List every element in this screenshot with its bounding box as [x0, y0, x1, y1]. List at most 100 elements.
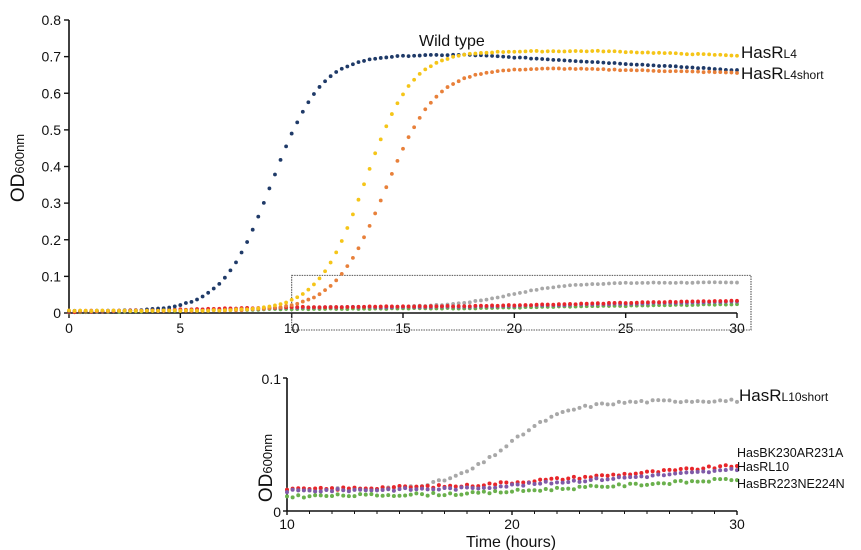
main-point-hasrl4short [729, 70, 734, 75]
inset-data-points [285, 397, 739, 500]
inset-point-hasbk230ar231a [577, 476, 582, 481]
inset-point-hasrl10 [555, 480, 559, 485]
main-point-hasrl4short [590, 66, 595, 71]
main-point-wild-type [495, 54, 500, 59]
main-point-hasrl4 [150, 308, 155, 313]
main-point-hasbk230ar231a [551, 302, 556, 307]
inset-point-hasrl10 [622, 475, 627, 480]
main-point-hasbk230ar231a [378, 304, 383, 309]
main-point-hasrl4short [467, 75, 472, 79]
inset-point-hasrl10 [318, 489, 323, 494]
inset-point-hasrl10short [616, 399, 621, 404]
inset-point-hasrl10 [363, 488, 368, 493]
annotation-hasbr223ne224n: HasBR223NE224N [737, 477, 845, 491]
inset-point-hasbr223ne224n [459, 492, 464, 497]
inset-point-hasbr223ne224n [566, 486, 571, 491]
main-point-wild-type [312, 92, 316, 96]
main-point-hasbk230ar231a [723, 299, 728, 303]
main-point-hasrl4short [735, 71, 739, 75]
inset-point-hasbk230ar231a [493, 482, 498, 487]
inset-x-tick-label: 10 [279, 516, 295, 532]
inset-point-hasrl10short [656, 398, 661, 403]
inset-point-hasrl10 [403, 486, 408, 491]
main-point-hasrl10short [685, 281, 689, 285]
main-point-hasrl10short [545, 286, 550, 290]
main-point-hasrl4short [612, 67, 617, 72]
inset-point-hasbk230ar231a [330, 486, 334, 491]
main-point-hasbk230ar231a [651, 300, 656, 304]
main-point-hasrl4short [556, 66, 561, 71]
main-point-hasrl4short [679, 69, 684, 74]
main-point-hasbk230ar231a [479, 303, 483, 308]
main-point-hasbk230ar231a [701, 299, 706, 304]
main-point-hasbk230ar231a [395, 304, 400, 309]
inset-point-hasbk230ar231a [650, 469, 655, 474]
inset-point-hasrl10short [729, 397, 734, 402]
inset-point-hasbr223ne224n [538, 488, 543, 493]
main-point-hasbk230ar231a [317, 305, 322, 310]
inset-point-hasrl10short [538, 420, 543, 425]
main-point-hasrl4 [339, 239, 344, 243]
main-point-hasrl10short [595, 282, 600, 287]
main-point-hasrl10short [506, 293, 511, 297]
inset-point-hasrl10 [735, 468, 739, 473]
inset-point-hasbr223ne224n [543, 487, 548, 491]
inset-point-hasrl10 [453, 487, 458, 492]
inset-point-hasrl10short [470, 466, 475, 471]
inset-point-hasrl10short [583, 403, 588, 408]
inset-point-hasbr223ne224n [633, 481, 638, 486]
inset-point-hasbr223ne224n [616, 482, 621, 487]
inset-point-hasrl10 [290, 487, 295, 492]
main-point-wild-type [545, 57, 550, 62]
inset-point-hasbk230ar231a [701, 466, 706, 471]
main-point-wild-type [195, 297, 199, 302]
main-point-wild-type [417, 53, 422, 58]
main-point-hasrl4short [707, 69, 712, 74]
annotation-hasrl10: HasRL10 [737, 460, 789, 474]
main-point-wild-type [629, 62, 634, 67]
main-point-hasrl4short [289, 303, 294, 308]
inset-point-hasbk230ar231a [661, 468, 666, 473]
main-point-hasrl4 [367, 166, 372, 171]
main-point-hasrl10short [523, 290, 528, 294]
main-point-hasbk230ar231a [518, 303, 522, 307]
inset-point-hasbr223ne224n [296, 493, 301, 498]
inset-point-hasrl10short [431, 480, 436, 485]
inset-point-hasbk230ar231a [549, 476, 554, 481]
main-point-hasbk230ar231a [607, 300, 611, 305]
main-point-hasrl4 [640, 50, 645, 55]
main-point-hasrl10short [467, 300, 472, 305]
inset-point-hasrl10short [701, 399, 706, 404]
main-point-hasbk230ar231a [657, 300, 661, 305]
main-point-hasrl4 [712, 52, 717, 57]
inset-point-hasbr223ne224n [729, 478, 734, 483]
main-point-hasrl10short [512, 292, 517, 296]
main-point-wild-type [690, 65, 695, 70]
inset-point-hasrl10short [555, 412, 559, 417]
main-point-hasrl4 [156, 308, 160, 313]
main-point-hasrl4short [568, 66, 572, 71]
main-point-hasrl4short [440, 89, 444, 94]
main-point-hasbk230ar231a [417, 304, 422, 309]
main-data-points [67, 48, 739, 315]
main-point-hasrl10short [479, 298, 483, 303]
main-point-wild-type [362, 59, 366, 63]
main-point-hasrl4short [634, 68, 639, 73]
main-point-hasrl4 [701, 52, 706, 57]
main-point-hasrl10short [556, 284, 561, 289]
inset-point-hasbr223ne224n [408, 492, 413, 497]
inset-point-hasrl10 [330, 489, 334, 494]
inset-point-hasbk230ar231a [391, 485, 396, 490]
inset-point-hasrl10short [504, 444, 509, 449]
main-y-axis-label: OD600nm [8, 134, 29, 202]
inset-point-hasbr223ne224n [600, 484, 604, 489]
inset-point-hasrl10short [706, 400, 711, 404]
main-point-wild-type [673, 64, 678, 69]
main-point-hasrl4short [306, 297, 311, 302]
inset-point-hasbr223ne224n [645, 482, 649, 487]
main-point-hasrl4short [673, 69, 678, 74]
inset-point-hasbr223ne224n [622, 484, 627, 489]
main-point-hasbk230ar231a [612, 300, 617, 305]
main-point-hasrl4 [595, 48, 600, 53]
inset-point-hasrl10 [543, 479, 548, 484]
